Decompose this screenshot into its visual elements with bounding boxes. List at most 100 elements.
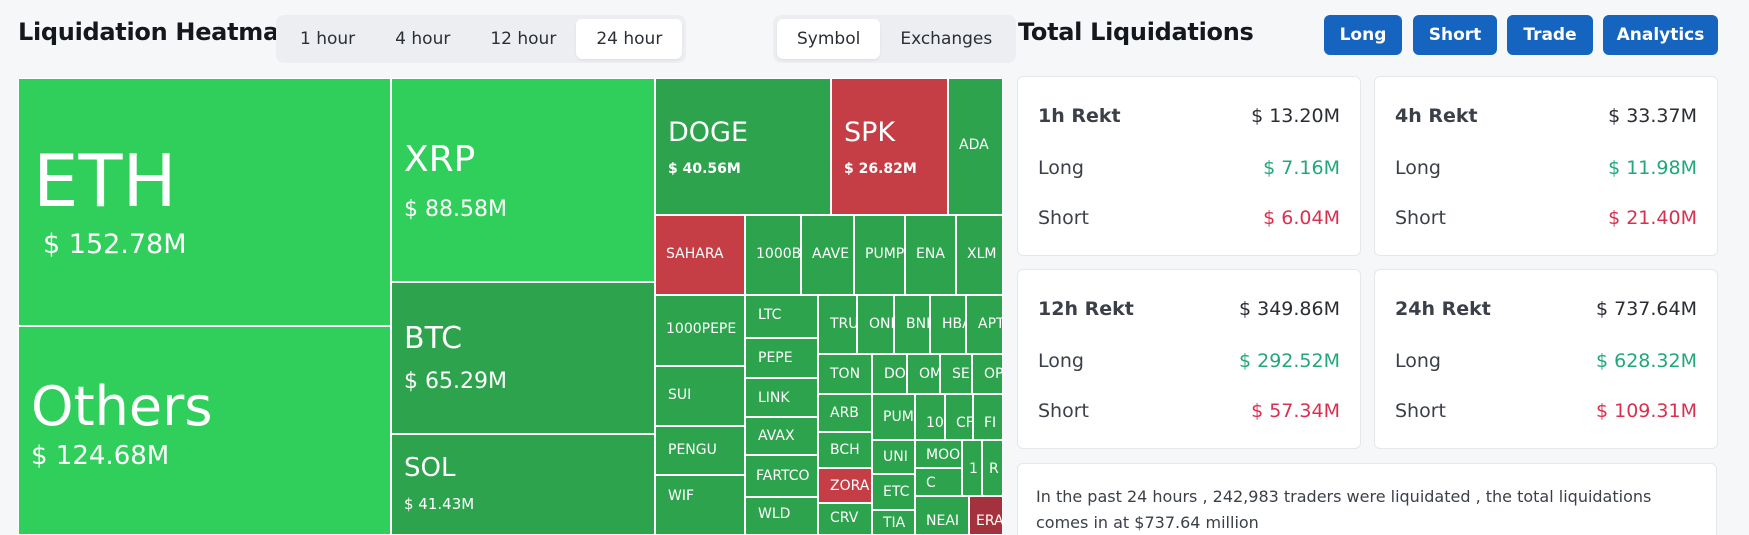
tile-wif[interactable]: WIF	[655, 475, 745, 535]
tile-10[interactable]: 10	[915, 394, 945, 440]
tile-eth[interactable]: ETH $ 152.78M	[18, 78, 391, 326]
tile-pepe[interactable]: PEPE	[745, 338, 818, 378]
tile-symbol: PUMP	[865, 246, 905, 262]
tile-ond[interactable]: OND	[857, 295, 894, 354]
tile-spk[interactable]: SPK $ 26.82M	[831, 78, 948, 215]
tile-symbol: SE	[952, 366, 970, 382]
rekt-card-12h: 12h Rekt $ 349.86M Long $ 292.52M Short …	[1017, 269, 1361, 449]
long-button[interactable]: Long	[1324, 15, 1402, 55]
time-option-4h[interactable]: 4 hour	[395, 29, 451, 49]
tile-se[interactable]: SE	[940, 354, 972, 394]
tile-symbol: DOGE	[668, 117, 749, 148]
tile-ada[interactable]: ADA	[948, 78, 1003, 215]
time-option-12h[interactable]: 12 hour	[490, 29, 557, 49]
tile-pump[interactable]: PUMP	[854, 215, 905, 295]
tile-hba[interactable]: HBA	[930, 295, 966, 354]
long-label: Long	[1038, 350, 1084, 372]
tile-symbol: LINK	[758, 390, 790, 406]
tile-pum[interactable]: PUM	[872, 394, 915, 440]
tile-symbol: 1000B	[756, 246, 801, 262]
tile-wld[interactable]: WLD	[745, 497, 818, 535]
tile-r[interactable]: R	[982, 440, 1003, 496]
tile-symbol: XRP	[404, 139, 476, 180]
tile-ltc[interactable]: LTC	[745, 295, 818, 338]
tile-bch[interactable]: BCH	[818, 432, 872, 468]
tile-symbol: ARB	[830, 405, 859, 421]
rekt-total-value: $ 33.37M	[1608, 105, 1697, 127]
tile-apt[interactable]: APT	[966, 295, 1003, 354]
view-option-symbol[interactable]: Symbol	[777, 19, 881, 59]
tile-symbol: Others	[31, 375, 213, 438]
tile-symbol: WLD	[758, 506, 791, 522]
tile-symbol: ENA	[916, 246, 945, 262]
tile-arb[interactable]: ARB	[818, 394, 872, 432]
analytics-button[interactable]: Analytics	[1603, 15, 1718, 55]
liquidation-treemap: ETH $ 152.78M Others $ 124.68M XRP $ 88.…	[18, 78, 1003, 535]
tile-neai[interactable]: NEAI	[915, 496, 969, 535]
view-option-exchanges[interactable]: Exchanges	[900, 29, 993, 49]
tile-value: $ 40.56M	[668, 161, 741, 177]
rekt-short-row: Short $ 109.31M	[1395, 400, 1697, 424]
tile-aave[interactable]: AAVE	[801, 215, 854, 295]
tile-1[interactable]: 1	[962, 440, 982, 496]
tile-fi[interactable]: FI	[973, 394, 1003, 440]
long-value: $ 11.98M	[1608, 157, 1697, 179]
tile-avax[interactable]: AVAX	[745, 417, 818, 455]
tile-symbol: 1	[969, 461, 978, 477]
rekt-total-row: 12h Rekt $ 349.86M	[1038, 298, 1340, 322]
rekt-card-4h: 4h Rekt $ 33.37M Long $ 11.98M Short $ 2…	[1374, 76, 1718, 256]
tile-sahara[interactable]: SAHARA	[655, 215, 745, 295]
time-option-24h[interactable]: 24 hour	[576, 19, 683, 59]
tile-sol[interactable]: SOL $ 41.43M	[391, 434, 655, 535]
tile-symbol: WIF	[668, 488, 695, 504]
rekt-total-value: $ 737.64M	[1595, 298, 1697, 320]
tile-tia[interactable]: TIA	[872, 510, 915, 535]
tile-1000b[interactable]: 1000B	[745, 215, 801, 295]
tile-etc[interactable]: ETC	[872, 474, 915, 510]
tile-symbol: UNI	[883, 449, 908, 465]
tile-sui[interactable]: SUI	[655, 366, 745, 426]
tile-ena[interactable]: ENA	[905, 215, 956, 295]
tile-symbol: XLM	[967, 246, 997, 262]
tile-xlm[interactable]: XLM	[956, 215, 1003, 295]
rekt-short-row: Short $ 57.34M	[1038, 400, 1340, 424]
tile-btc[interactable]: BTC $ 65.29M	[391, 282, 655, 434]
trade-button[interactable]: Trade	[1507, 15, 1593, 55]
tile-symbol: ETC	[883, 484, 910, 500]
tile-ton[interactable]: TON	[818, 354, 872, 394]
tile-tru[interactable]: TRU	[818, 295, 857, 354]
tile-value: $ 88.58M	[404, 197, 507, 222]
tile-pengu[interactable]: PENGU	[655, 426, 745, 475]
tile-1000pepe[interactable]: 1000PEPE	[655, 295, 745, 366]
tile-fartco[interactable]: FARTCO	[745, 455, 818, 497]
tile-cf[interactable]: CF	[945, 394, 973, 440]
short-label: Short	[1038, 207, 1089, 229]
tile-symbol: TRU	[830, 316, 857, 332]
tile-others[interactable]: Others $ 124.68M	[18, 326, 391, 535]
tile-doge[interactable]: DOGE $ 40.56M	[655, 78, 831, 215]
tile-bni[interactable]: BNI	[894, 295, 930, 354]
total-liquidations-title: Total Liquidations	[1018, 18, 1254, 46]
tile-xrp[interactable]: XRP $ 88.58M	[391, 78, 655, 282]
tile-era[interactable]: ERA	[969, 496, 1003, 535]
rekt-period-label: 24h Rekt	[1395, 298, 1491, 320]
rekt-period-label: 4h Rekt	[1395, 105, 1478, 127]
tile-symbol: BNI	[906, 316, 930, 332]
tile-symbol: CF	[956, 415, 973, 431]
tile-moo[interactable]: MOO	[915, 440, 962, 468]
short-button[interactable]: Short	[1413, 15, 1497, 55]
tile-uni[interactable]: UNI	[872, 440, 915, 474]
tile-symbol: PUM	[883, 409, 914, 425]
heatmap-title: Liquidation Heatmap	[18, 18, 296, 46]
tile-crv[interactable]: CRV	[818, 503, 872, 535]
tile-op[interactable]: OP	[972, 354, 1003, 394]
time-option-1h[interactable]: 1 hour	[300, 29, 356, 49]
tile-c[interactable]: C	[915, 468, 962, 496]
tile-om[interactable]: OM	[907, 354, 940, 394]
tile-do[interactable]: DO	[872, 354, 907, 394]
tile-link[interactable]: LINK	[745, 378, 818, 417]
tile-symbol: ETH	[33, 139, 177, 223]
tile-zora[interactable]: ZORA	[818, 468, 872, 503]
short-label: Short	[1038, 400, 1089, 422]
tile-symbol: R	[989, 461, 999, 477]
